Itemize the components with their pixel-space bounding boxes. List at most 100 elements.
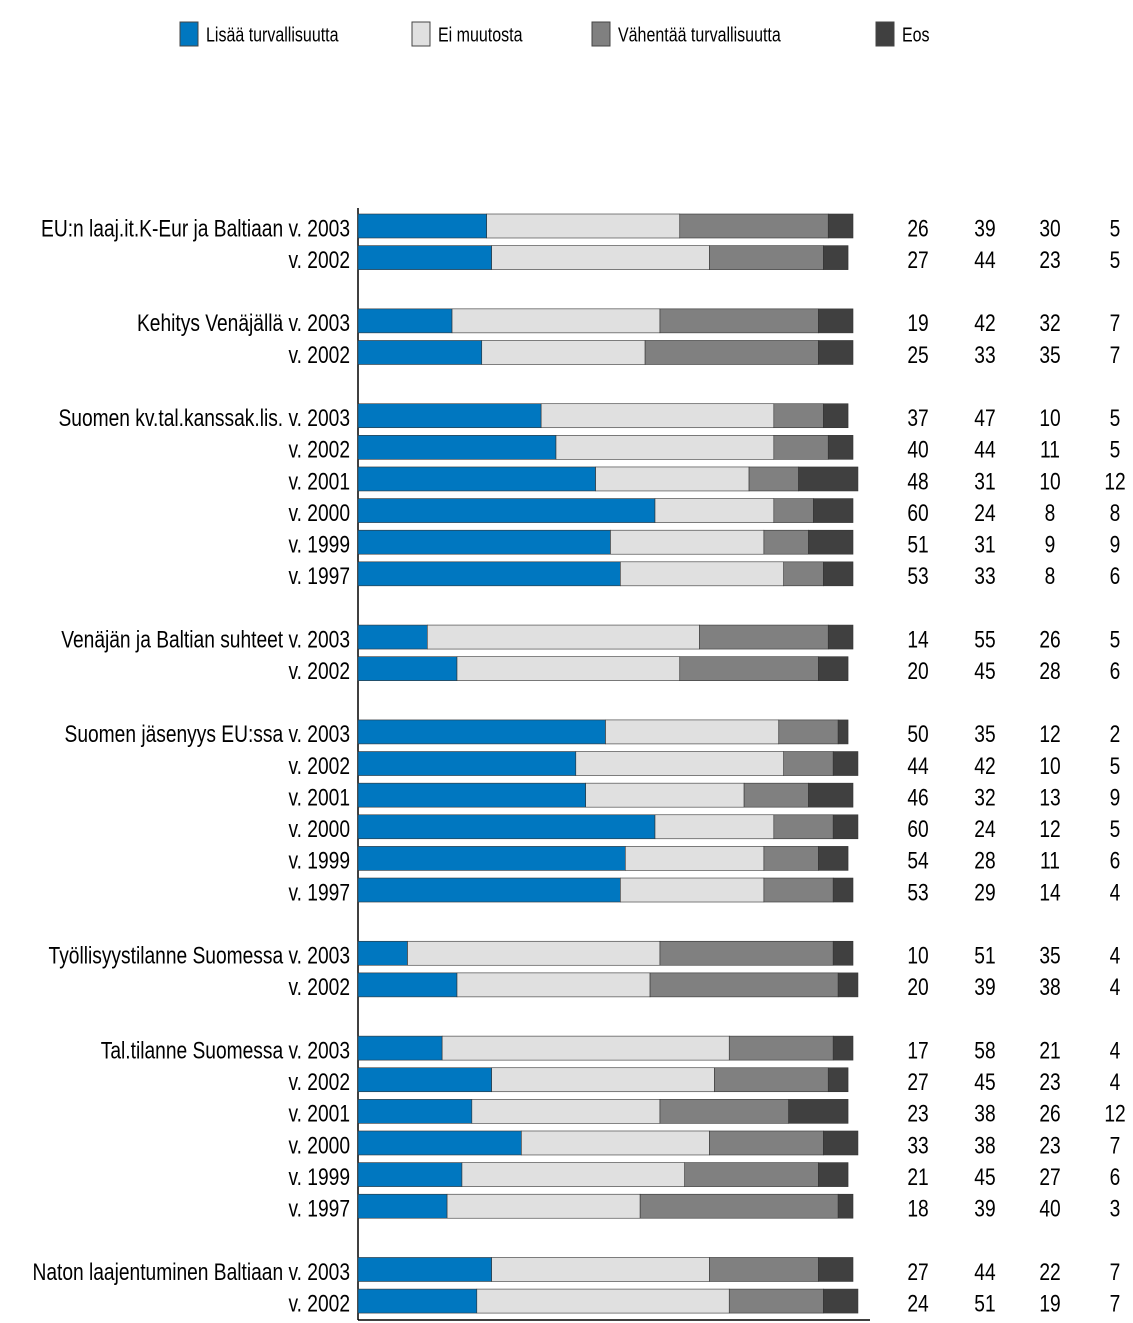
value-label: 39	[974, 973, 995, 1001]
value-label: 26	[1039, 625, 1060, 653]
bar-segment	[491, 1067, 715, 1093]
bar-segment	[808, 529, 854, 555]
value-label: 22	[1039, 1258, 1060, 1286]
bar-segment	[827, 624, 854, 650]
value-label: 26	[1039, 1100, 1060, 1128]
bar-segment	[357, 308, 453, 334]
value-label: 40	[907, 436, 928, 464]
y-tick-label: Suomen jäsenyys EU:ssa v. 2003	[65, 720, 350, 748]
value-label: 51	[974, 1289, 995, 1317]
y-tick-label: v. 2002	[288, 752, 350, 780]
bar-segment	[832, 814, 859, 840]
value-label: 4	[1110, 1036, 1121, 1064]
value-label: 26	[907, 214, 928, 242]
bar-segment	[481, 340, 646, 365]
y-tick-label: Tal.tilanne Suomessa v. 2003	[101, 1036, 350, 1064]
value-label: 24	[974, 815, 995, 843]
value-label: 12	[1039, 720, 1060, 748]
legend-label: Eos	[902, 24, 930, 46]
value-label: 44	[974, 1258, 995, 1286]
bar-segment	[426, 624, 700, 650]
bar-segment	[832, 751, 859, 776]
value-label: 24	[974, 499, 995, 527]
value-label: 13	[1039, 783, 1060, 811]
value-label: 60	[907, 499, 928, 527]
bar-segment	[357, 719, 606, 745]
bar-segment	[679, 213, 829, 239]
bar-segment	[491, 1257, 710, 1282]
value-label: 33	[974, 341, 995, 369]
bar-segment	[357, 940, 408, 966]
value-label: 39	[974, 214, 995, 242]
bar-segment	[357, 877, 621, 903]
y-tick-label: v. 1997	[288, 1194, 350, 1222]
bar-segment	[808, 782, 854, 808]
value-label: 7	[1110, 1131, 1121, 1159]
bar-segment	[837, 972, 859, 998]
bar-segment	[540, 403, 775, 429]
bar-segment	[486, 213, 681, 239]
value-label: 46	[907, 783, 928, 811]
value-label: 51	[907, 530, 928, 558]
bar-segment	[773, 435, 829, 460]
value-label: 58	[974, 1036, 995, 1064]
y-tick-label: v. 1999	[288, 1163, 350, 1191]
bar-segment	[649, 972, 839, 998]
value-label: 27	[907, 1068, 928, 1096]
value-label: 23	[1039, 1068, 1060, 1096]
value-label: 30	[1039, 214, 1060, 242]
value-label: 12	[1039, 815, 1060, 843]
bar-segment	[827, 213, 854, 239]
value-label: 44	[907, 752, 928, 780]
bar-segment	[357, 782, 586, 808]
bar-segment	[357, 656, 458, 681]
value-label: 33	[907, 1131, 928, 1159]
bar-segment	[679, 656, 819, 681]
y-tick-label: v. 2002	[288, 1289, 350, 1317]
value-label: 37	[907, 404, 928, 432]
value-label: 27	[907, 1258, 928, 1286]
bar-segment	[743, 782, 809, 808]
value-label: 21	[1039, 1036, 1060, 1064]
value-label: 10	[1039, 467, 1060, 495]
value-label: 55	[974, 625, 995, 653]
bar-segment	[456, 972, 651, 998]
value-label: 35	[1039, 341, 1060, 369]
value-label: 10	[1039, 404, 1060, 432]
bar-segment	[357, 340, 483, 365]
bar-segment	[709, 1257, 819, 1282]
bar-segment	[709, 1130, 824, 1156]
value-label: 19	[907, 309, 928, 337]
legend-label: Ei muutosta	[438, 24, 523, 46]
bar-segment	[813, 498, 854, 523]
legend-swatch	[591, 21, 611, 47]
y-tick-label: v. 1997	[288, 878, 350, 906]
value-label: 33	[974, 562, 995, 590]
bar-segment	[491, 245, 710, 270]
y-tick-label: Naton laajentuminen Baltiaan v. 2003	[32, 1258, 350, 1286]
value-label: 18	[907, 1194, 928, 1222]
bar-segment	[357, 1162, 463, 1187]
y-tick-label: v. 2000	[288, 499, 350, 527]
value-label: 38	[974, 1100, 995, 1128]
value-label: 23	[1039, 1131, 1060, 1159]
y-tick-label: v. 2002	[288, 436, 350, 464]
bar-segment	[654, 814, 775, 840]
bar-segment	[357, 751, 577, 776]
bar-segment	[659, 1099, 789, 1124]
value-label: 6	[1110, 1163, 1121, 1191]
value-label: 53	[907, 878, 928, 906]
y-tick-label: v. 2002	[288, 246, 350, 274]
value-label: 14	[1039, 878, 1060, 906]
value-label: 12	[1104, 467, 1125, 495]
legend-swatch	[875, 21, 895, 47]
value-label: 23	[1039, 246, 1060, 274]
bar-segment	[456, 656, 681, 681]
value-label: 17	[907, 1036, 928, 1064]
y-tick-label: v. 2002	[288, 1068, 350, 1096]
value-label: 11	[1040, 847, 1060, 875]
bar-segment	[357, 213, 487, 239]
value-label: 7	[1110, 1258, 1121, 1286]
value-label: 28	[1039, 657, 1060, 685]
bar-segment	[555, 435, 775, 460]
